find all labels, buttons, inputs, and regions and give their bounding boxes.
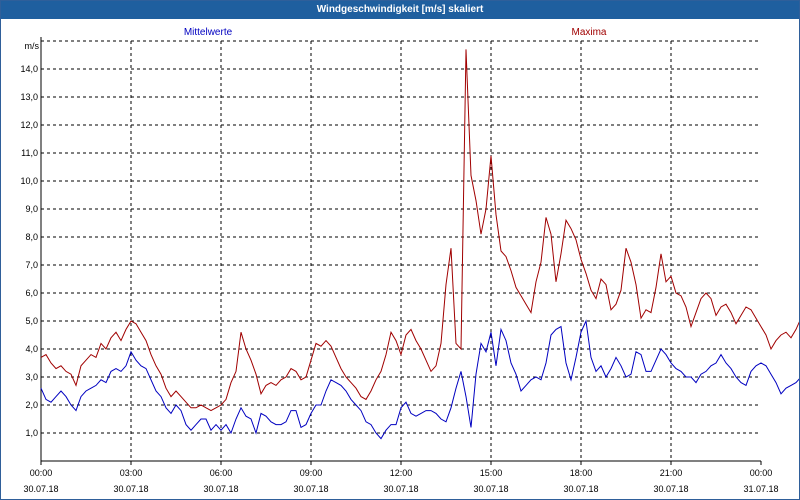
x-tick-time-label: 00:00 xyxy=(750,468,773,478)
y-tick-label: 4,0 xyxy=(25,344,38,354)
x-tick-date-label: 30.07.18 xyxy=(563,484,598,494)
y-tick-label: 7,0 xyxy=(25,260,38,270)
y-tick-label: 1,0 xyxy=(25,428,38,438)
y-tick-label: 12,0 xyxy=(20,120,38,130)
x-tick-date-label: 30.07.18 xyxy=(113,484,148,494)
x-tick-date-label: 30.07.18 xyxy=(23,484,58,494)
window-title: Windgeschwindigkeit [m/s] skaliert xyxy=(1,1,799,19)
y-tick-label: 6,0 xyxy=(25,288,38,298)
x-tick-time-label: 15:00 xyxy=(480,468,503,478)
legend-mean: Mittelwerte xyxy=(184,27,233,38)
x-tick-date-label: 30.07.18 xyxy=(473,484,508,494)
x-tick-date-label: 31.07.18 xyxy=(743,484,778,494)
y-tick-label: 11,0 xyxy=(21,148,38,158)
series-line-maxima xyxy=(40,49,799,412)
y-tick-label: 14,0 xyxy=(20,64,38,74)
y-tick-label: 9,0 xyxy=(25,204,38,214)
x-tick-time-label: 03:00 xyxy=(120,468,143,478)
x-tick-time-label: 09:00 xyxy=(300,468,323,478)
y-tick-label: 2,0 xyxy=(25,400,38,410)
y-tick-label: 10,0 xyxy=(20,176,38,186)
y-tick-label: 3,0 xyxy=(25,372,38,382)
x-tick-date-label: 30.07.18 xyxy=(383,484,418,494)
x-tick-date-label: 30.07.18 xyxy=(293,484,328,494)
x-tick-time-label: 12:00 xyxy=(390,468,413,478)
x-tick-time-label: 18:00 xyxy=(570,468,593,478)
x-tick-time-label: 00:00 xyxy=(30,468,53,478)
y-tick-label: 8,0 xyxy=(25,232,38,242)
y-axis-unit-label: m/s xyxy=(25,41,40,51)
x-tick-time-label: 21:00 xyxy=(660,468,683,478)
x-tick-time-label: 06:00 xyxy=(210,468,233,478)
y-tick-label: 13,0 xyxy=(20,92,38,102)
legend-max: Maxima xyxy=(571,27,606,38)
wind-speed-chart: Mittelwerte Maxima m/s 1,0 2,0 3,0 4,0 5,0 6,… xyxy=(20,27,799,494)
y-tick-label: 5,0 xyxy=(25,316,38,326)
x-tick-date-label: 30.07.18 xyxy=(203,484,238,494)
x-tick-date-label: 30.07.18 xyxy=(653,484,688,494)
series-line-mittelwerte xyxy=(40,319,799,440)
